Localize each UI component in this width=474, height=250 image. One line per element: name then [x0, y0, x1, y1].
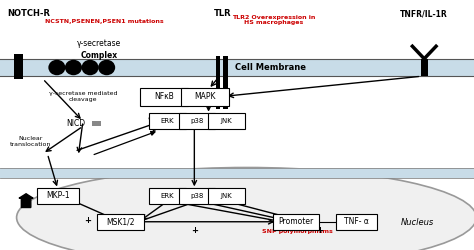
Ellipse shape	[48, 60, 65, 75]
Text: JNK: JNK	[220, 118, 232, 124]
FancyBboxPatch shape	[336, 214, 377, 230]
FancyBboxPatch shape	[37, 188, 79, 204]
Text: TNFR/IL-1R: TNFR/IL-1R	[401, 9, 448, 18]
Text: ERK: ERK	[161, 118, 174, 124]
FancyBboxPatch shape	[223, 56, 228, 109]
Text: +: +	[191, 226, 198, 235]
Text: p38: p38	[190, 118, 204, 124]
FancyBboxPatch shape	[97, 214, 144, 230]
FancyBboxPatch shape	[179, 112, 215, 129]
Text: p38: p38	[190, 192, 204, 198]
FancyBboxPatch shape	[273, 214, 319, 230]
FancyBboxPatch shape	[179, 188, 215, 204]
Ellipse shape	[65, 60, 82, 75]
Text: Nucleus: Nucleus	[401, 218, 434, 227]
FancyBboxPatch shape	[92, 121, 101, 126]
Text: MKP-1: MKP-1	[46, 191, 70, 200]
Ellipse shape	[82, 60, 99, 75]
FancyBboxPatch shape	[181, 88, 229, 106]
FancyBboxPatch shape	[208, 188, 245, 204]
Text: JNK: JNK	[220, 192, 232, 198]
Text: +: +	[84, 216, 91, 225]
FancyBboxPatch shape	[149, 188, 186, 204]
FancyBboxPatch shape	[0, 168, 474, 177]
Text: NOTCH-R: NOTCH-R	[7, 9, 50, 18]
Text: Cell Membrane: Cell Membrane	[235, 63, 306, 72]
FancyBboxPatch shape	[0, 59, 474, 76]
Text: ERK: ERK	[161, 192, 174, 198]
Text: NICD: NICD	[66, 119, 85, 128]
FancyBboxPatch shape	[149, 112, 186, 129]
Text: SNP polymorphisms: SNP polymorphisms	[262, 229, 333, 234]
Ellipse shape	[17, 168, 474, 250]
Text: TNF- α: TNF- α	[344, 217, 369, 226]
FancyArrow shape	[19, 194, 33, 207]
FancyBboxPatch shape	[140, 88, 188, 106]
Text: Nuclear
translocation: Nuclear translocation	[10, 136, 52, 147]
Text: MAPK: MAPK	[194, 92, 216, 102]
Text: +: +	[317, 226, 323, 235]
Text: TLR2 Overexpression in
HS macrophages: TLR2 Overexpression in HS macrophages	[232, 14, 316, 26]
FancyBboxPatch shape	[216, 56, 220, 109]
Text: γ-secretase mediated
cleavage: γ-secretase mediated cleavage	[49, 91, 117, 102]
FancyBboxPatch shape	[14, 54, 23, 79]
Text: γ-secretase: γ-secretase	[77, 39, 122, 48]
Text: Complex: Complex	[81, 50, 118, 59]
FancyBboxPatch shape	[208, 112, 245, 129]
Text: NFκB: NFκB	[154, 92, 174, 102]
FancyBboxPatch shape	[421, 59, 428, 76]
Text: NCSTN,PSENEN,PSEN1 mutations: NCSTN,PSENEN,PSEN1 mutations	[45, 19, 164, 24]
Text: Promoter: Promoter	[278, 217, 313, 226]
Ellipse shape	[98, 60, 115, 75]
Text: TLR: TLR	[214, 9, 232, 18]
Text: MSK1/2: MSK1/2	[106, 217, 135, 226]
